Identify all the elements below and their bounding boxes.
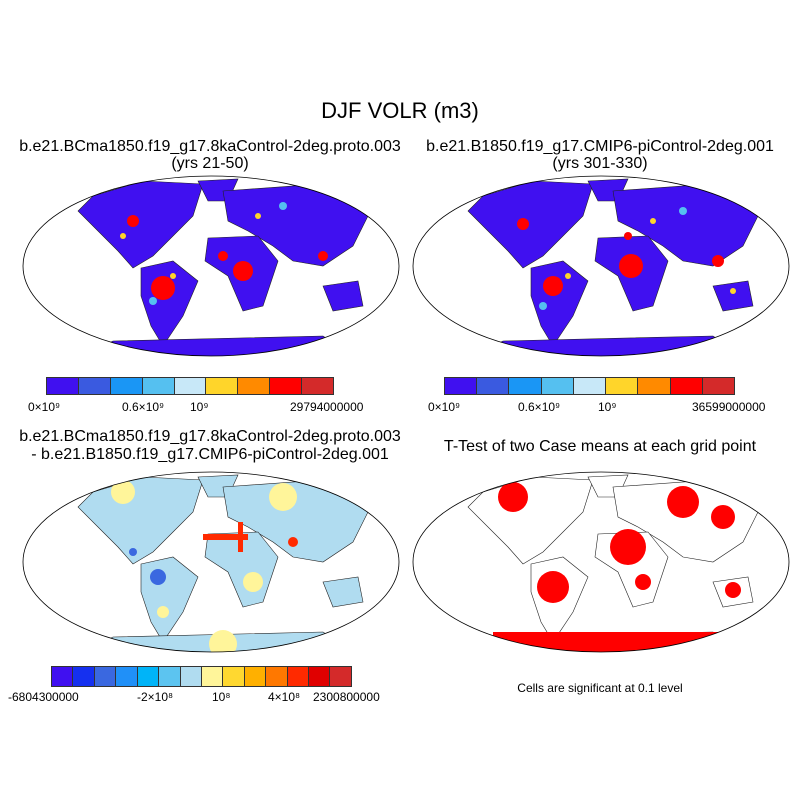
panel-2-title: b.e21.B1850.f19_g17.CMIP6-piControl-2deg… <box>426 138 774 155</box>
colorbar-swatch <box>573 378 607 394</box>
panel-4-note: Cells are significant at 0.1 level <box>517 681 683 695</box>
colorbar-swatch <box>606 378 639 394</box>
colorbar-swatch <box>201 667 224 686</box>
colorbar-swatch <box>78 378 111 394</box>
colorbar-swatch <box>116 667 138 686</box>
colorbar-swatch <box>244 667 267 686</box>
panel-4-map <box>412 471 790 653</box>
colorbar-swatch <box>52 667 74 686</box>
colorbar-swatch <box>238 378 271 394</box>
panel-3-cbar-label: 10⁸ <box>212 690 231 704</box>
panel-1-cbar-label: 29794000000 <box>290 400 364 414</box>
colorbar-swatch <box>541 378 574 394</box>
colorbar-swatch <box>206 378 239 394</box>
figure-title: DJF VOLR (m3) <box>321 98 479 123</box>
colorbar-swatch <box>477 378 510 394</box>
panel-2-cbar-label: 36599000000 <box>692 400 766 414</box>
panel-2-cbar-label: 0×10⁹ <box>428 400 461 414</box>
panel-3-cbar-label: -2×10⁸ <box>137 690 174 704</box>
panel-1-title: b.e21.BCma1850.f19_g17.8kaControl-2deg.p… <box>19 138 401 155</box>
panel-3-cbar-label: -6804300000 <box>8 690 79 704</box>
panel-2-cbar-label: 0.6×10⁹ <box>518 400 561 414</box>
panel-3-colorbar <box>51 666 352 687</box>
colorbar-swatch <box>445 378 478 394</box>
panel-3-map <box>22 471 400 653</box>
colorbar-swatch <box>159 667 181 686</box>
colorbar-swatch <box>73 667 95 686</box>
colorbar-swatch <box>287 667 310 686</box>
panel-3-cbar-label: 4×10⁸ <box>268 690 301 704</box>
colorbar-swatch <box>180 667 202 686</box>
panel-3-cbar-label: 2300800000 <box>313 690 380 704</box>
colorbar-swatch <box>309 667 331 686</box>
panel-1-cbar-label: 10⁹ <box>190 400 209 414</box>
panel-1-cbar-label: 0×10⁹ <box>28 400 61 414</box>
colorbar-swatch <box>330 667 351 686</box>
colorbar-swatch <box>174 378 207 394</box>
panel-1-subtitle: (yrs 21-50) <box>171 155 249 172</box>
colorbar-swatch <box>223 667 245 686</box>
colorbar-swatch <box>302 378 334 394</box>
colorbar-swatch <box>638 378 671 394</box>
colorbar-swatch <box>266 667 288 686</box>
panel-2-colorbar <box>444 377 735 395</box>
colorbar-swatch <box>670 378 703 394</box>
panel-3-title: b.e21.BCma1850.f19_g17.8kaControl-2deg.p… <box>19 428 401 445</box>
panel-2-subtitle: (yrs 301-330) <box>552 155 648 172</box>
colorbar-swatch <box>94 667 117 686</box>
colorbar-swatch <box>270 378 303 394</box>
panel-2-cbar-label: 10⁹ <box>598 400 617 414</box>
panel-3-subtitle: - b.e21.B1850.f19_g17.CMIP6-piControl-2d… <box>31 446 389 463</box>
colorbar-swatch <box>142 378 175 394</box>
colorbar-swatch <box>137 667 160 686</box>
colorbar-swatch <box>110 378 143 394</box>
panel-1-map <box>22 175 400 357</box>
panel-2-map <box>412 175 790 357</box>
panel-4-title: T-Test of two Case means at each grid po… <box>443 438 757 455</box>
colorbar-swatch <box>509 378 542 394</box>
colorbar-swatch <box>702 378 734 394</box>
panel-1-colorbar <box>46 377 334 395</box>
panel-1-cbar-label: 0.6×10⁹ <box>122 400 165 414</box>
colorbar-swatch <box>47 378 79 394</box>
